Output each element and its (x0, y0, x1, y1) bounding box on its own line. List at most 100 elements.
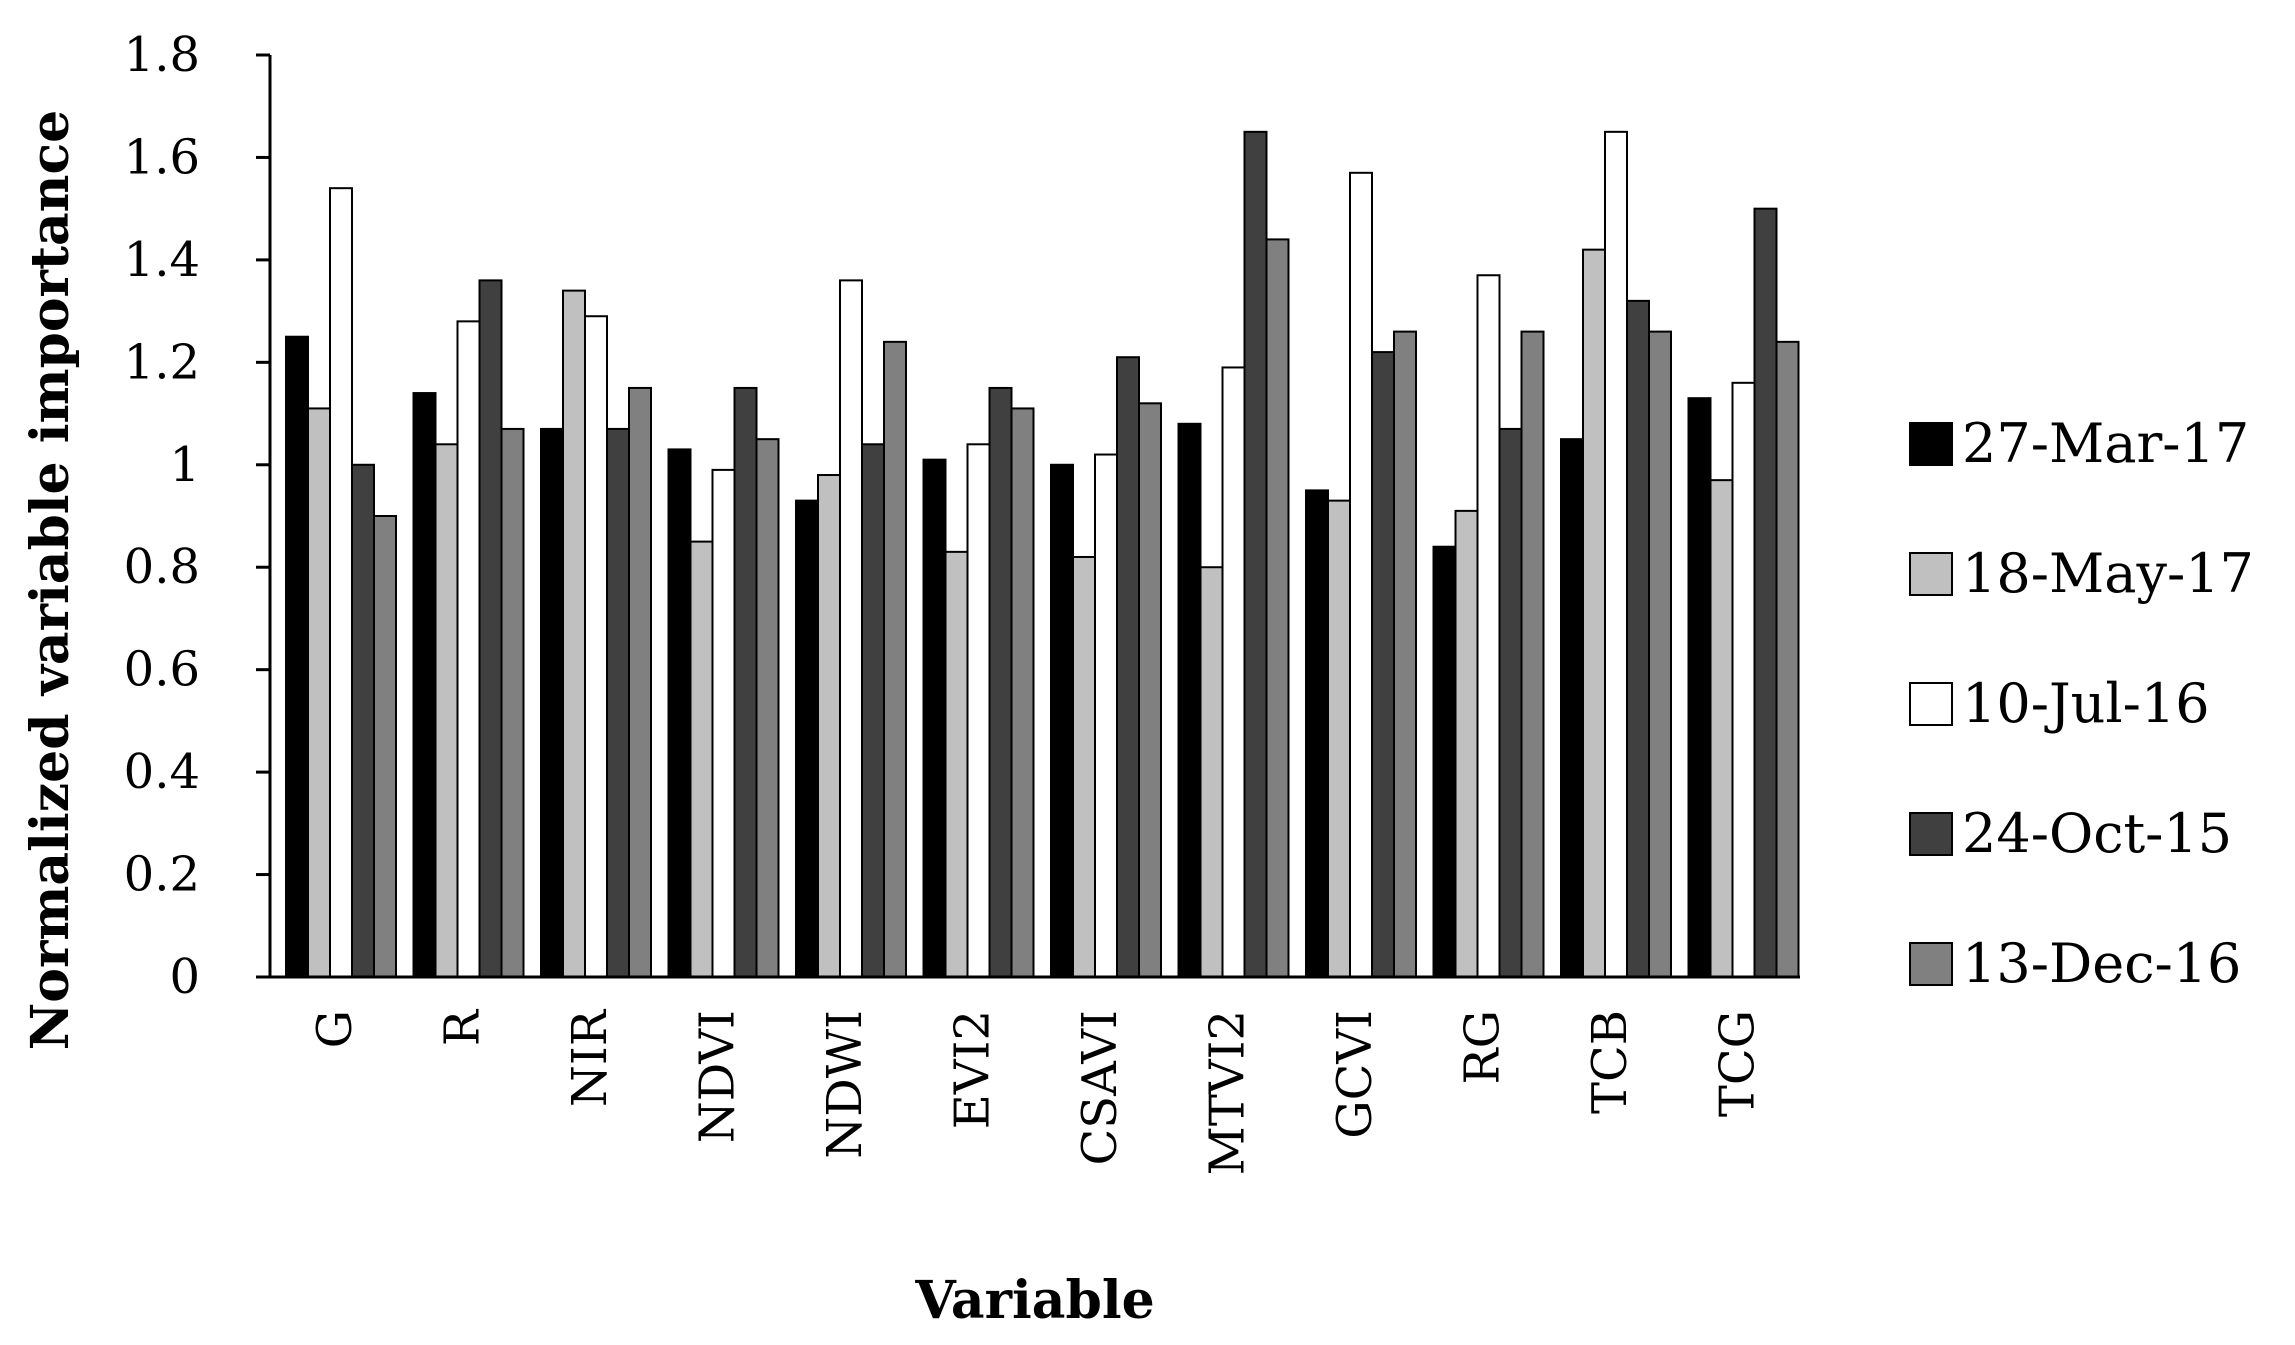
x-tick-label-g: G (307, 1010, 363, 1048)
bar-tcg-series-1 (1687, 397, 1712, 978)
bar-r-series-3 (456, 320, 481, 979)
bar-tcb-series-3 (1604, 130, 1628, 979)
bar-g-series-1 (285, 335, 309, 978)
bar-ndwi-series-1 (795, 499, 819, 978)
y-tick-label: 0.4 (124, 744, 200, 800)
y-tick-label: 0 (169, 949, 200, 1005)
x-tick-label-ndvi: NDVI (690, 1010, 746, 1143)
bar-nir-series-2 (562, 289, 586, 979)
bar-csavi-series-3 (1094, 453, 1118, 978)
bar-ndvi-series-1 (667, 448, 692, 978)
legend-swatch-2 (1909, 552, 1953, 596)
x-tick-label-gcvi: GCVI (1327, 1010, 1383, 1139)
y-ticks: 0 0.2 0.4 0.6 0.8 1 1.2 1.4 1.6 1.8 (124, 27, 270, 1005)
x-tick-label-rg: RG (1455, 1010, 1511, 1084)
x-tick-label-nir: NIR (562, 1008, 618, 1107)
bar-gcvi-series-2 (1327, 499, 1351, 978)
bar-ndvi-series-2 (689, 540, 714, 978)
legend-swatch-1 (1909, 422, 1953, 466)
x-axis-title: Variable (914, 1270, 1154, 1331)
bar-gcvi-series-4 (1371, 351, 1395, 979)
bar-csavi-series-5 (1138, 402, 1162, 978)
bar-tcg-series-3 (1731, 381, 1756, 979)
y-tick-label: 1.6 (124, 129, 200, 185)
legend-swatch-5 (1909, 942, 1953, 986)
x-tick-label-evi2: EVI2 (945, 1010, 1001, 1129)
x-tick-label-mtvi2: MTVI2 (1200, 1010, 1256, 1175)
bar-gcvi-series-3 (1349, 171, 1373, 979)
bar-tcb-series-4 (1626, 299, 1650, 979)
axes-layer (268, 55, 1800, 979)
bar-evi2-series-1 (922, 458, 947, 978)
x-tick-label-r: R (435, 1008, 491, 1046)
x-tick-label-ndwi: NDWI (817, 1010, 873, 1159)
bar-mtvi2-series-3 (1221, 366, 1246, 978)
bar-tcg-series-5 (1775, 340, 1800, 979)
y-tick-label: 1.8 (124, 27, 200, 83)
x-tick-label-tcg: TCG (1710, 1010, 1766, 1117)
legend-label-5: 13-Dec-16 (1962, 932, 2241, 995)
bar-ndwi-series-4 (861, 443, 885, 978)
legend-swatch-4 (1909, 812, 1953, 856)
bar-mtvi2-series-1 (1177, 422, 1202, 978)
bar-ndvi-series-5 (755, 438, 780, 978)
legend-swatch-3 (1909, 682, 1953, 726)
bar-g-series-5 (373, 515, 397, 978)
y-tick-label: 0.8 (124, 539, 200, 595)
bar-g-series-4 (351, 463, 375, 978)
bar-r-series-2 (434, 443, 459, 978)
bar-mtvi2-series-5 (1265, 238, 1290, 978)
legend-label-2: 18-May-17 (1962, 542, 2254, 605)
bars-layer (285, 130, 1800, 979)
bar-ndwi-series-2 (817, 474, 841, 978)
bar-mtvi2-series-2 (1199, 566, 1224, 978)
y-axis-title: Normalized variable importance (20, 110, 81, 1050)
legend: 27-Mar-17 18-May-17 10-Jul-16 24-Oct-15 13-D… (1909, 412, 2254, 995)
bar-rg-series-4 (1498, 427, 1523, 978)
bar-tcg-series-2 (1709, 479, 1734, 978)
bar-tcb-series-2 (1582, 248, 1606, 978)
y-tick-label: 1.4 (124, 232, 200, 288)
bar-nir-series-1 (540, 427, 564, 978)
bar-gcvi-series-5 (1393, 330, 1417, 979)
bar-tcb-series-1 (1560, 438, 1584, 978)
bar-g-series-3 (329, 187, 353, 978)
bar-tcg-series-4 (1753, 207, 1778, 978)
y-tick-label: 0.2 (124, 847, 200, 903)
bar-csavi-series-2 (1072, 555, 1096, 978)
bar-csavi-series-1 (1050, 463, 1074, 978)
bar-rg-series-2 (1454, 509, 1479, 978)
bar-csavi-series-4 (1116, 356, 1140, 978)
legend-label-3: 10-Jul-16 (1962, 672, 2210, 735)
bar-rg-series-1 (1432, 545, 1457, 978)
x-ticks: G R NIR NDVI NDWI EVI2 CSAVI MTVI2 GCVI RG TCB TCG (307, 1008, 1766, 1175)
bar-evi2-series-4 (988, 386, 1013, 978)
bar-ndwi-series-3 (839, 279, 863, 978)
bar-rg-series-5 (1520, 330, 1545, 979)
bar-ndvi-series-4 (733, 386, 758, 978)
legend-label-1: 27-Mar-17 (1962, 412, 2249, 475)
legend-label-4: 24-Oct-15 (1962, 802, 2232, 865)
bar-gcvi-series-1 (1305, 489, 1329, 978)
y-tick-label: 1 (169, 437, 200, 493)
bar-nir-series-3 (584, 315, 608, 978)
bar-nir-series-5 (628, 386, 652, 978)
bar-r-series-5 (500, 427, 525, 978)
y-tick-label: 1.2 (124, 334, 200, 390)
bar-nir-series-4 (606, 427, 630, 978)
bar-r-series-1 (412, 392, 437, 979)
x-tick-label-tcb: TCB (1582, 1010, 1638, 1114)
bar-rg-series-3 (1476, 274, 1501, 978)
bar-g-series-2 (307, 407, 331, 978)
bar-evi2-series-5 (1010, 407, 1035, 978)
bar-ndvi-series-3 (711, 468, 736, 978)
x-tick-label-csavi: CSAVI (1072, 1010, 1128, 1166)
bar-tcb-series-5 (1648, 330, 1672, 979)
bar-mtvi2-series-4 (1243, 130, 1268, 979)
bar-r-series-4 (478, 279, 503, 978)
bar-evi2-series-3 (966, 443, 991, 978)
bar-ndwi-series-5 (883, 340, 907, 979)
bar-evi2-series-2 (944, 550, 969, 978)
y-tick-label: 0.6 (124, 642, 200, 698)
